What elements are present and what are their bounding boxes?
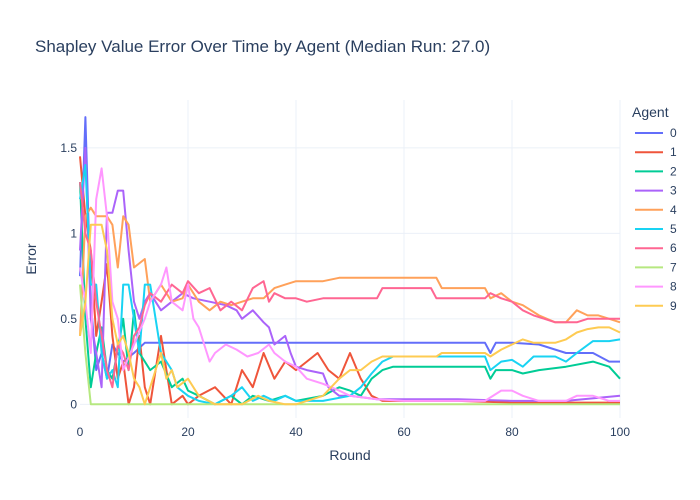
legend-item-agent-5[interactable]: 5	[635, 222, 677, 236]
series-line-agent-9	[79, 223, 621, 406]
series-line-agent-5	[79, 164, 621, 406]
y-tick-label: 0.5	[60, 312, 77, 326]
legend-item-agent-3[interactable]: 3	[635, 184, 677, 198]
legend-item-agent-9[interactable]: 9	[635, 299, 677, 313]
legend-item-agent-6[interactable]: 6	[635, 241, 677, 255]
y-tick-label: 1	[70, 226, 77, 240]
legend-item-agent-7[interactable]: 7	[635, 260, 677, 274]
plot-area	[79, 116, 621, 406]
legend-label: 8	[670, 280, 677, 294]
legend-item-agent-0[interactable]: 0	[635, 126, 677, 140]
x-axis-title: Round	[329, 447, 370, 463]
legend-item-agent-2[interactable]: 2	[635, 164, 677, 178]
x-axis-ticks: 0 20 40 60 80 100	[77, 425, 631, 439]
legend-title: Agent	[632, 104, 669, 120]
y-tick-label: 1.5	[60, 141, 77, 155]
legend-label: 2	[670, 164, 677, 178]
series-line-agent-4	[79, 206, 621, 336]
legend-label: 0	[670, 126, 677, 140]
series-line-agent-3	[79, 146, 621, 402]
x-tick-label: 0	[77, 425, 84, 439]
x-tick-label: 40	[289, 425, 303, 439]
x-tick-label: 100	[610, 425, 630, 439]
legend-item-agent-8[interactable]: 8	[635, 280, 677, 294]
y-axis-ticks: 0 0.5 1 1.5	[60, 141, 77, 411]
legend-item-agent-4[interactable]: 4	[635, 203, 677, 217]
series-line-agent-1	[79, 156, 620, 406]
legend-label: 9	[670, 299, 677, 313]
legend-item-agent-1[interactable]: 1	[635, 145, 677, 159]
x-tick-label: 80	[505, 425, 519, 439]
series-line-agent-8	[79, 167, 620, 402]
series-line-agent-0	[79, 116, 620, 380]
y-tick-label: 0	[70, 397, 77, 411]
legend-label: 1	[670, 145, 677, 159]
legend[interactable]: Agent 0 1 2 3 4 5 6 7 8 9	[632, 104, 677, 313]
legend-label: 6	[670, 241, 677, 255]
x-tick-label: 60	[397, 425, 411, 439]
legend-label: 4	[670, 203, 677, 217]
y-axis-title: Error	[23, 243, 39, 274]
chart-title: Shapley Value Error Over Time by Agent (…	[35, 37, 490, 56]
legend-label: 7	[670, 260, 677, 274]
legend-label: 5	[670, 222, 677, 236]
legend-label: 3	[670, 184, 677, 198]
x-tick-label: 20	[181, 425, 195, 439]
